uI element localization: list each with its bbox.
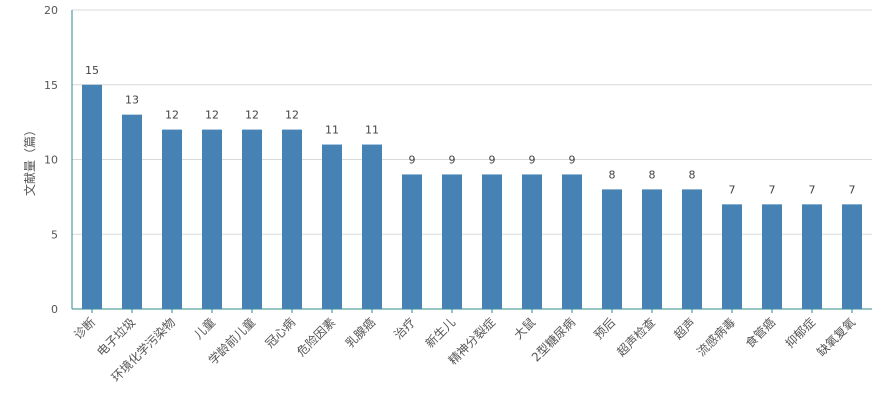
grid-lines: [72, 9, 872, 235]
x-tick-label: 治疗: [391, 315, 418, 342]
x-tick-label: 流感病毒: [694, 315, 739, 360]
bar[interactable]: [802, 204, 822, 309]
bar[interactable]: [82, 84, 102, 309]
data-label: 11: [365, 124, 379, 137]
x-tick-label: 新生儿: [422, 315, 458, 351]
x-tick-label: 食管癌: [742, 315, 778, 351]
bar[interactable]: [322, 144, 342, 309]
x-tick-label: 抑郁症: [782, 315, 818, 351]
bar[interactable]: [602, 189, 622, 309]
x-tick-label: 预后: [591, 315, 618, 342]
bar[interactable]: [402, 174, 422, 309]
bar[interactable]: [442, 174, 462, 309]
bar[interactable]: [362, 144, 382, 309]
data-label: 7: [849, 183, 856, 196]
x-tick-label: 大鼠: [511, 315, 538, 342]
data-label: 12: [205, 109, 219, 122]
y-tick-label: 15: [44, 79, 58, 92]
y-tick-label: 5: [51, 228, 58, 241]
x-tick-label: 危险因素: [294, 315, 339, 360]
y-tick-label: 20: [44, 4, 58, 17]
data-label: 9: [569, 153, 576, 166]
x-tick-label: 缺氧复氧: [814, 315, 859, 360]
bar[interactable]: [682, 189, 702, 309]
data-label: 9: [489, 153, 496, 166]
x-tick-label: 冠心病: [262, 315, 298, 351]
data-label: 12: [285, 109, 299, 122]
bars: [82, 84, 862, 310]
data-labels: 15 13 12 12 12 12 11 11 9 9 9 9 9 8 8 8 7 7 7 7: [85, 64, 856, 197]
x-tick-label: 儿童: [191, 315, 219, 343]
y-axis-label: 文献量（篇）: [22, 124, 37, 196]
data-label: 8: [649, 168, 656, 181]
bar[interactable]: [642, 189, 662, 309]
data-label: 12: [245, 109, 259, 122]
data-label: 7: [729, 183, 736, 196]
data-label: 12: [165, 109, 179, 122]
y-tick-label: 10: [44, 154, 58, 167]
data-label: 9: [449, 153, 456, 166]
bar[interactable]: [482, 174, 502, 309]
bar[interactable]: [242, 129, 262, 309]
data-label: 7: [769, 183, 776, 196]
bar[interactable]: [202, 129, 222, 309]
data-label: 7: [809, 183, 816, 196]
bar[interactable]: [162, 129, 182, 309]
data-label: 9: [529, 153, 536, 166]
bar[interactable]: [562, 174, 582, 309]
x-tick-label: 诊断: [71, 315, 99, 343]
bar[interactable]: [522, 174, 542, 309]
data-label: 11: [325, 124, 339, 137]
data-label: 8: [609, 168, 616, 181]
data-label: 13: [125, 94, 139, 107]
x-tick-label: 超声: [671, 315, 699, 343]
bar[interactable]: [122, 114, 142, 310]
data-label: 8: [689, 168, 696, 181]
data-label: 15: [85, 64, 99, 77]
bar[interactable]: [722, 204, 742, 309]
bar[interactable]: [282, 129, 302, 309]
y-tick-label: 0: [51, 303, 58, 316]
x-tick-label: 超声检查: [614, 315, 659, 360]
bar[interactable]: [842, 204, 862, 309]
data-label: 9: [409, 153, 416, 166]
x-tick-label: 2型糖尿病: [528, 315, 578, 365]
x-tick-label: 乳腺癌: [342, 315, 378, 351]
bar[interactable]: [762, 204, 782, 309]
